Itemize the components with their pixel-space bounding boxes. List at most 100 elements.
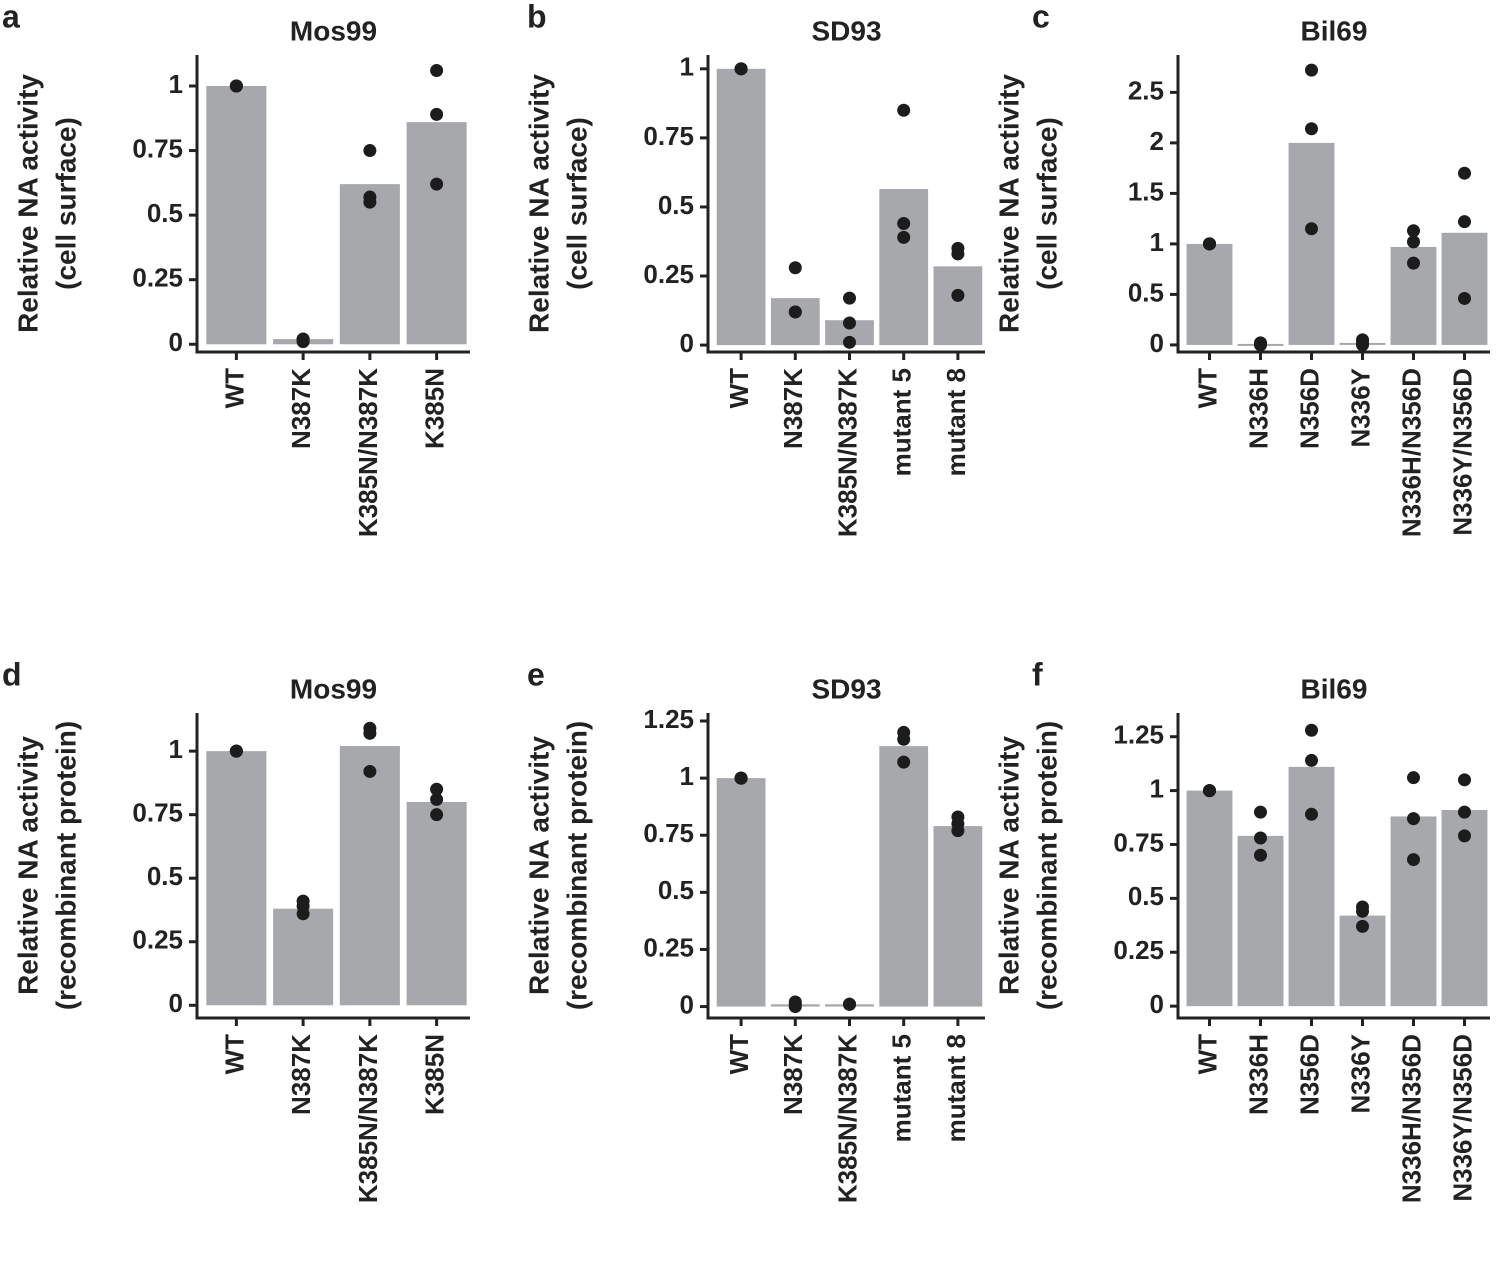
replicate-dot xyxy=(430,63,444,77)
x-tick-label: N336H/N356D xyxy=(1396,368,1426,537)
bar xyxy=(406,122,467,345)
replicate-dot xyxy=(430,107,444,121)
bar xyxy=(1237,835,1284,1007)
axes xyxy=(195,55,470,354)
x-tick-label: WT xyxy=(219,368,249,409)
x-tick-label: N387K xyxy=(778,368,808,449)
replicate-dot xyxy=(363,764,377,778)
replicate-dot xyxy=(1305,222,1318,236)
y-tick-label: 1 xyxy=(1150,773,1164,803)
replicate-dot xyxy=(1407,812,1420,826)
y-axis-label: (cell surface) xyxy=(1031,117,1062,290)
replicate-dot xyxy=(788,305,802,319)
bar xyxy=(206,751,267,1006)
replicate-dot xyxy=(1305,122,1318,136)
y-tick-label: 0.25 xyxy=(132,925,183,955)
replicate-dot xyxy=(734,771,748,785)
replicate-dot xyxy=(897,755,911,769)
bar xyxy=(716,68,766,346)
replicate-dot xyxy=(1458,166,1471,180)
x-tick-label: N387K xyxy=(778,1034,808,1115)
bar xyxy=(1441,232,1488,345)
replicate-dot xyxy=(897,230,911,244)
x-tick-label: N356D xyxy=(1294,368,1324,449)
x-tick-label: N356D xyxy=(1294,1034,1324,1115)
x-tick-label: N336H xyxy=(1243,1034,1273,1115)
y-tick-label: 2.5 xyxy=(1128,75,1164,105)
y-axis-label: Relative NA activity xyxy=(12,736,43,995)
y-tick-label: 0 xyxy=(1150,989,1164,1019)
panel-letter: f xyxy=(1032,656,1043,692)
axes xyxy=(1176,713,1490,1020)
x-tick-label: mutant 8 xyxy=(941,1034,971,1142)
replicate-dot xyxy=(951,247,965,261)
x-tick-label: N336Y xyxy=(1345,368,1375,448)
x-tick-label: WT xyxy=(219,1034,249,1075)
y-axis-label: Relative NA activity xyxy=(12,74,43,333)
y-tick-label: 0.5 xyxy=(147,198,183,228)
axes xyxy=(1176,55,1490,354)
y-tick-label: 1.5 xyxy=(1128,176,1164,206)
x-tick-label: K385N xyxy=(420,1034,450,1115)
y-tick-label: 0.25 xyxy=(643,932,694,962)
x-tick-label: mutant 8 xyxy=(941,368,971,476)
replicate-dot xyxy=(1305,807,1318,821)
replicate-dot xyxy=(430,808,444,822)
replicate-dot xyxy=(296,907,310,921)
bar xyxy=(933,826,983,1007)
replicate-dot xyxy=(1305,753,1318,767)
replicate-dot xyxy=(1203,237,1216,251)
y-axis-label: Relative NA activity xyxy=(523,736,554,995)
replicate-dot xyxy=(1407,853,1420,867)
replicate-dot xyxy=(363,726,377,740)
y-axis-label: (recombinant protein) xyxy=(50,721,81,1010)
replicate-dot xyxy=(296,332,310,346)
replicate-dot xyxy=(229,744,243,758)
y-tick-label: 1 xyxy=(169,734,183,764)
x-tick-label: N336Y xyxy=(1345,1034,1375,1114)
y-tick-label: 0 xyxy=(680,989,694,1019)
y-axis-label: (recombinant protein) xyxy=(561,721,592,1010)
replicate-dot xyxy=(1356,904,1369,918)
y-tick-label: 0.5 xyxy=(147,861,183,891)
axes xyxy=(706,713,985,1020)
replicate-dot xyxy=(1407,771,1420,785)
bar xyxy=(879,188,929,346)
bar xyxy=(339,184,400,345)
bar xyxy=(1390,816,1437,1007)
replicate-dot xyxy=(1305,63,1318,77)
y-tick-label: 0.75 xyxy=(1113,827,1164,857)
x-tick-label: WT xyxy=(1192,368,1222,409)
y-axis-label: Relative NA activity xyxy=(523,74,554,333)
x-tick-label: N336Y/N356D xyxy=(1447,1034,1477,1202)
y-tick-label: 1 xyxy=(680,761,694,791)
y-tick-label: 0 xyxy=(169,327,183,357)
x-tick-label: mutant 5 xyxy=(887,368,917,476)
bar xyxy=(1288,766,1335,1007)
y-axis-label: (recombinant protein) xyxy=(1031,721,1062,1010)
panel-letter: b xyxy=(527,0,547,34)
bar xyxy=(1288,142,1335,345)
y-tick-label: 0.75 xyxy=(132,798,183,828)
y-tick-label: 1.25 xyxy=(1113,720,1164,750)
bar xyxy=(770,298,820,346)
x-tick-label: K385N/N387K xyxy=(353,1034,383,1203)
replicate-dot xyxy=(1356,338,1369,352)
bar xyxy=(1186,790,1233,1007)
replicate-dot xyxy=(734,62,748,76)
y-axis-label: (cell surface) xyxy=(561,117,592,290)
bar xyxy=(716,778,766,1007)
panel-title: Bil69 xyxy=(1301,15,1368,46)
replicate-dot xyxy=(1356,919,1369,933)
replicate-dot xyxy=(843,316,856,330)
replicate-dot xyxy=(229,79,243,93)
y-tick-label: 0.25 xyxy=(132,263,183,293)
replicate-dot xyxy=(897,732,911,746)
x-tick-label: K385N/N387K xyxy=(832,368,862,537)
replicate-dot xyxy=(788,1000,802,1014)
replicate-dot xyxy=(1407,235,1420,249)
replicate-dot xyxy=(951,824,965,838)
y-axis-label: Relative NA activity xyxy=(993,736,1024,995)
replicate-dot xyxy=(363,195,377,209)
